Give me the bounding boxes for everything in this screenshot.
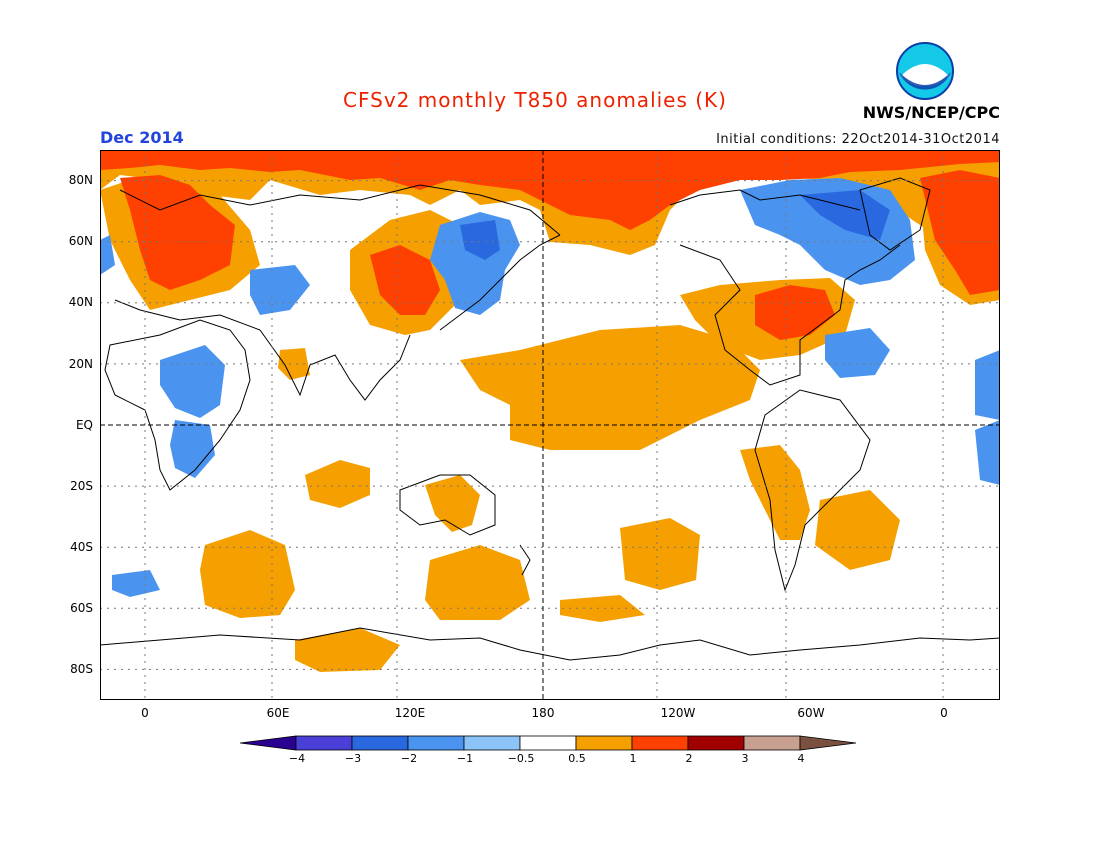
map-title: CFSv2 monthly T850 anomalies (K) [343, 88, 727, 112]
lat-label: EQ [75, 418, 93, 432]
colorbar-segment [575, 735, 633, 751]
colorbar-segment [799, 735, 857, 751]
colorbar-segment [631, 735, 689, 751]
lat-label: 80N [68, 173, 93, 187]
lon-label: 180 [531, 706, 555, 720]
coastlines [100, 177, 1000, 661]
lat-label: 60N [68, 234, 93, 248]
lat-label: 60S [70, 601, 93, 615]
anomaly-map [100, 150, 1000, 700]
colorbar-segment [743, 735, 801, 751]
initial-conditions-label: Initial conditions: 22Oct2014-31Oct2014 [716, 132, 1000, 147]
colorbar-label: −3 [344, 752, 362, 765]
colorbar-segment [687, 735, 745, 751]
colorbar-label: 0.5 [568, 752, 586, 765]
forecast-month: Dec 2014 [100, 128, 184, 147]
lat-label: 40N [68, 295, 93, 309]
colorbar-segment [240, 735, 297, 751]
lat-label: 20N [68, 357, 93, 371]
colorbar-segment [295, 735, 353, 751]
map-frame [100, 150, 1000, 700]
lat-label: 20S [70, 479, 93, 493]
colorbar-segment [407, 735, 465, 751]
noaa-logo [896, 42, 954, 100]
colorbar [240, 735, 857, 751]
lat-label: 80S [70, 662, 93, 676]
lon-label: 120W [660, 706, 696, 720]
colorbar-label: 3 [741, 752, 749, 765]
colorbar-label: −4 [288, 752, 306, 765]
colorbar-label: −2 [400, 752, 418, 765]
anomaly-red-region [100, 150, 1000, 340]
lat-label: 40S [70, 540, 93, 554]
colorbar-label: −1 [456, 752, 474, 765]
agency-label: NWS/NCEP/CPC [862, 103, 1000, 122]
colorbar-label: −0.5 [507, 752, 535, 765]
colorbar-segment [351, 735, 409, 751]
colorbar-label: 4 [797, 752, 805, 765]
equator-and-dateline [100, 150, 1000, 700]
colorbar-segment [519, 735, 577, 751]
lon-label: 60E [266, 706, 290, 720]
anomaly-blue-region [100, 178, 1000, 597]
grid-lines [100, 150, 1000, 700]
colorbar-label: 1 [629, 752, 637, 765]
colorbar-label: 2 [685, 752, 693, 765]
lon-label: 60W [797, 706, 825, 720]
lon-label: 120E [394, 706, 426, 720]
lon-label: 0 [141, 706, 149, 720]
colorbar-segment [463, 735, 521, 751]
lon-label: 0 [940, 706, 948, 720]
